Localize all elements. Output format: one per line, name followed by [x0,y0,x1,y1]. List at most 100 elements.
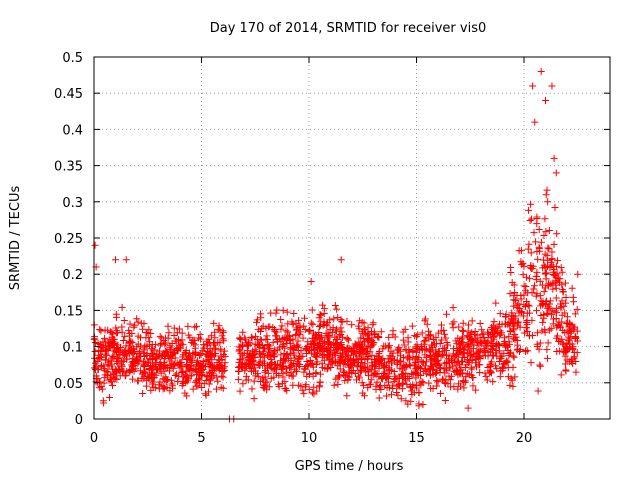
data-point [393,382,401,390]
data-point [375,333,383,341]
data-point [469,344,477,352]
data-point [488,345,496,353]
data-point [541,284,549,292]
data-point [134,318,142,326]
data-point [100,334,108,342]
data-point [535,226,543,234]
data-point [308,349,316,357]
data-point [170,324,178,332]
data-point [189,385,197,393]
data-point [186,334,194,342]
data-point [97,343,105,351]
data-point [566,325,574,333]
data-point [156,347,164,355]
data-point [270,373,278,381]
data-point [356,363,364,371]
data-point [145,374,153,382]
data-point [393,360,401,368]
data-point [541,215,549,223]
data-point [97,383,105,391]
data-point [318,360,326,368]
data-point [567,329,575,337]
data-point [281,344,289,352]
data-point [487,341,495,349]
data-point [533,340,541,348]
data-point [498,352,506,360]
data-point [552,271,560,279]
data-point [151,363,159,371]
data-point [441,379,449,387]
data-point [324,346,332,354]
data-point [299,352,307,360]
data-point [372,357,380,365]
data-point [537,297,545,305]
data-point [101,326,109,334]
data-point [133,357,141,365]
data-point [398,385,406,393]
data-point [402,369,410,377]
data-point [242,363,250,371]
data-point [300,390,308,398]
data-point [213,359,221,367]
data-point [240,349,248,357]
data-point [375,364,383,372]
data-point [436,389,444,397]
data-point [456,345,464,353]
data-point [489,378,497,386]
data-point [286,336,294,344]
data-point [561,360,569,368]
data-point [412,352,420,360]
data-point [449,324,457,332]
data-point [399,354,407,362]
data-point [160,349,168,357]
data-point [555,337,563,345]
data-point [91,359,99,367]
data-point [426,351,434,359]
data-point [404,334,412,342]
data-point [506,290,514,298]
data-point [540,311,548,319]
data-point [344,352,352,360]
data-point [420,338,428,346]
data-point [523,309,531,317]
data-point [295,316,303,324]
data-point [564,319,572,327]
data-point [276,361,284,369]
data-point [551,204,559,212]
data-point [543,346,551,354]
data-point [161,339,169,347]
data-point [241,359,249,367]
data-point-notable [91,241,99,249]
data-point [306,327,314,335]
data-point [553,347,561,355]
data-point [252,347,260,355]
data-point [141,368,149,376]
data-point [455,323,463,331]
data-point [199,358,207,366]
data-point [548,311,556,319]
data-point [345,373,353,381]
data-point [418,329,426,337]
y-tick-label: 0.5 [62,51,83,66]
data-point [256,349,264,357]
data-point [397,395,405,403]
data-point [158,362,166,370]
data-point [548,248,556,256]
data-points [90,67,582,423]
data-point [263,378,271,386]
data-point [218,332,226,340]
data-point [415,400,423,408]
data-point [397,358,405,366]
data-point [180,373,188,381]
data-point [433,377,441,385]
data-point [271,346,279,354]
data-point [129,375,137,383]
data-point [254,326,262,334]
data-point [554,322,562,330]
data-point [286,350,294,358]
data-point [570,353,578,361]
data-point [328,353,336,361]
data-point [221,347,229,355]
data-point [115,346,123,354]
